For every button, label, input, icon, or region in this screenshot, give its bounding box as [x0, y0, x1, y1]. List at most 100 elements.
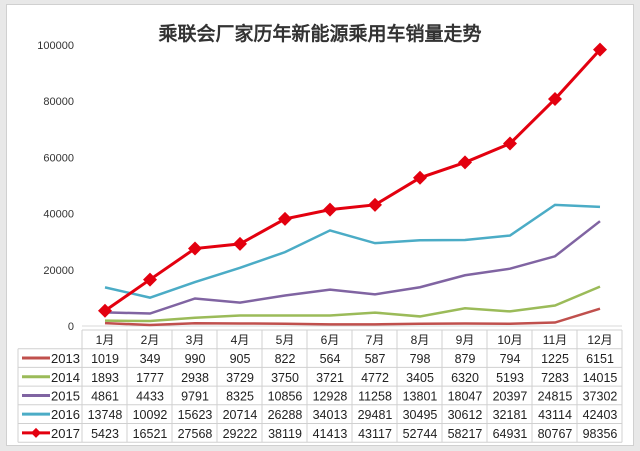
- y-tick-label: 20000: [43, 265, 74, 277]
- table-cell: 38119: [268, 427, 302, 441]
- table-cell: 52744: [403, 427, 438, 441]
- series-line-2017: [104, 48, 602, 312]
- y-tick-label: 100000: [37, 40, 74, 52]
- table-cell: 564: [320, 352, 341, 366]
- table-cell: 1777: [136, 371, 164, 385]
- table-cell: 42403: [583, 408, 618, 422]
- table-cell: 6151: [586, 352, 614, 366]
- table-cell: 4433: [136, 389, 164, 403]
- x-tick-label: 12月: [587, 333, 612, 347]
- table-cell: 1893: [91, 371, 119, 385]
- table-cell: 5193: [496, 371, 524, 385]
- table-cell: 4861: [91, 389, 119, 403]
- table-cell: 64931: [493, 427, 528, 441]
- data-point-2017: [278, 211, 292, 226]
- legend-label: 2017: [51, 426, 80, 441]
- table-cell: 822: [275, 352, 296, 366]
- table-cell: 798: [410, 352, 431, 366]
- chart-card: [6, 4, 634, 446]
- data-point-2017: [413, 170, 427, 185]
- table-cell: 7283: [541, 371, 569, 385]
- table-cell: 3750: [271, 371, 299, 385]
- y-tick-label: 60000: [43, 152, 74, 164]
- data-point-2017: [233, 236, 247, 251]
- table-cell: 26288: [268, 408, 303, 422]
- table-cell: 80767: [538, 427, 573, 441]
- table-cell: 20714: [223, 408, 258, 422]
- table-cell: 30495: [403, 408, 438, 422]
- table-cell: 3405: [406, 371, 434, 385]
- x-tick-label: 1月: [96, 333, 115, 347]
- table-cell: 3721: [316, 371, 344, 385]
- data-point-2017: [548, 92, 562, 107]
- series-line-2014: [104, 285, 601, 323]
- table-cell: 349: [140, 352, 161, 366]
- legend-label: 2015: [51, 388, 80, 403]
- x-tick-label: 3月: [186, 333, 205, 347]
- table-cell: 794: [500, 352, 521, 366]
- table-cell: 879: [455, 352, 476, 366]
- table-cell: 37302: [583, 389, 618, 403]
- x-tick-label: 10月: [497, 333, 522, 347]
- table-cell: 11258: [358, 389, 392, 403]
- table-cell: 4772: [361, 371, 389, 385]
- table-cell: 13801: [403, 389, 438, 403]
- table-cell: 13748: [88, 408, 123, 422]
- x-tick-label: 11月: [543, 333, 567, 347]
- table-cell: 29222: [223, 427, 258, 441]
- table-cell: 24815: [538, 389, 573, 403]
- y-tick-label: 80000: [43, 96, 74, 108]
- table-cell: 20397: [493, 389, 528, 403]
- table-cell: 990: [185, 352, 206, 366]
- table-cell: 5423: [91, 427, 119, 441]
- data-point-2017: [188, 241, 202, 256]
- data-point-2017: [368, 197, 382, 212]
- y-tick-label: 0: [68, 321, 74, 333]
- data-point-2017: [503, 136, 517, 151]
- legend-label: 2013: [51, 351, 80, 366]
- table-cell: 1225: [541, 352, 569, 366]
- table-cell: 29481: [358, 408, 393, 422]
- series-line-2013: [104, 307, 601, 327]
- table-cell: 9791: [181, 389, 209, 403]
- data-point-2017: [458, 155, 472, 170]
- legend-label: 2016: [51, 407, 80, 422]
- x-tick-label: 7月: [366, 333, 385, 347]
- table-cell: 8325: [226, 389, 254, 403]
- data-point-2017: [593, 42, 607, 57]
- series-line-2016: [104, 203, 601, 299]
- table-cell: 41413: [313, 427, 348, 441]
- series-line-2015: [104, 220, 601, 315]
- legend-label: 2014: [51, 370, 80, 385]
- table-cell: 32181: [493, 408, 528, 422]
- data-point-2017: [98, 303, 112, 318]
- table-cell: 18047: [448, 389, 483, 403]
- table-cell: 34013: [313, 408, 348, 422]
- table-cell: 12928: [313, 389, 348, 403]
- table-cell: 905: [230, 352, 251, 366]
- y-tick-label: 40000: [43, 209, 74, 221]
- legend-marker-2017: [31, 427, 41, 438]
- table-cell: 15623: [178, 408, 213, 422]
- chart-title: 乘联会厂家历年新能源乘用车销量走势: [157, 22, 481, 45]
- x-tick-label: 6月: [321, 333, 340, 347]
- table-cell: 43114: [538, 408, 572, 422]
- table-cell: 58217: [448, 427, 483, 441]
- table-cell: 43117: [358, 427, 392, 441]
- table-cell: 30612: [448, 408, 483, 422]
- table-cell: 10856: [268, 389, 303, 403]
- table-cell: 3729: [226, 371, 254, 385]
- x-tick-label: 4月: [231, 333, 250, 347]
- table-cell: 1019: [91, 352, 119, 366]
- table-cell: 16521: [133, 427, 168, 441]
- table-cell: 14015: [583, 371, 618, 385]
- table-cell: 98356: [583, 427, 618, 441]
- table-cell: 27568: [178, 427, 213, 441]
- x-tick-label: 5月: [276, 333, 295, 347]
- x-tick-label: 8月: [411, 333, 430, 347]
- data-point-2017: [143, 272, 157, 287]
- table-cell: 2938: [181, 371, 209, 385]
- table-cell: 587: [365, 352, 386, 366]
